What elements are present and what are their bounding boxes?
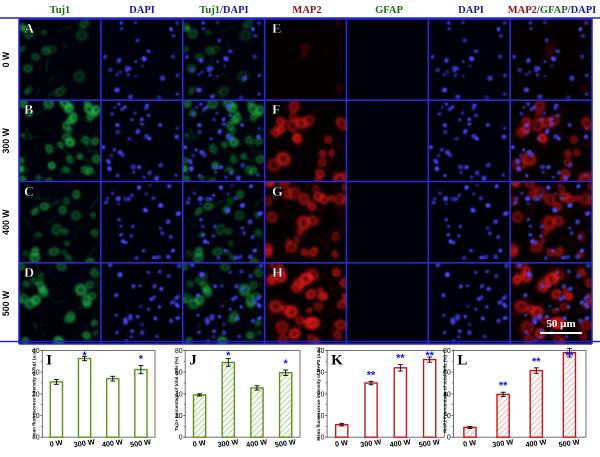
svg-text:A: A [24,22,35,37]
svg-text:C: C [24,185,34,200]
svg-text:I: I [46,353,52,369]
svg-text:0 W: 0 W [334,438,348,449]
svg-text:**: ** [425,350,434,362]
svg-text:J: J [189,353,197,369]
svg-text:80: 80 [175,348,183,355]
svg-text:*: * [284,358,289,370]
svg-text:MAP2/GFAP/DAPI: MAP2/GFAP/DAPI [508,5,597,16]
svg-text:MAP2: MAP2 [292,5,321,16]
svg-text:GFAP: GFAP [375,5,403,16]
svg-text:Tuj1/DAPI: Tuj1/DAPI [199,5,248,16]
svg-text:Mean fluorescence intensity of: Mean fluorescence intensity of Tuj1 (a.u… [31,349,36,439]
svg-text:L: L [457,353,467,369]
svg-text:E: E [272,22,281,37]
svg-text:DAPI: DAPI [129,5,155,16]
svg-text:**: ** [396,353,405,365]
svg-text:B: B [24,103,33,118]
svg-text:**: ** [367,369,376,381]
svg-text:50 µm: 50 µm [546,318,575,330]
svg-text:Mean fluorescence intensity of: Mean fluorescence intensity of MAP2 (a.u… [316,347,321,441]
svg-text:300 W: 300 W [1,127,11,153]
svg-text:0: 0 [447,435,451,442]
svg-text:Tuj1: Tuj1 [50,5,71,16]
svg-text:*: * [139,353,144,365]
svg-text:0: 0 [36,435,40,442]
svg-text:DAPI: DAPI [458,5,484,16]
svg-text:0 W: 0 W [192,438,206,449]
svg-text:0 W: 0 W [49,438,63,449]
svg-text:400 W: 400 W [1,209,11,235]
svg-text:D: D [24,266,34,281]
svg-text:0: 0 [321,435,325,442]
svg-text:80: 80 [443,348,451,355]
svg-text:H: H [272,266,283,281]
svg-text:*: * [82,350,87,362]
svg-text:*: * [226,350,231,362]
svg-text:500 W: 500 W [1,290,11,316]
svg-text:F: F [272,103,281,118]
svg-text:G: G [272,185,283,200]
svg-text:0 W: 0 W [1,51,11,67]
svg-text:Tuj1+ percentage of total cell: Tuj1+ percentage of total cells (%) [174,356,179,431]
svg-text:0 W: 0 W [463,438,477,449]
svg-text:**: ** [532,356,541,368]
svg-text:**: ** [565,350,574,362]
svg-text:0: 0 [179,435,183,442]
svg-text:K: K [331,353,343,369]
svg-text:MAP2+ percentage of total cell: MAP2+ percentage of total cells (%) [442,355,447,433]
svg-text:**: ** [499,380,508,392]
